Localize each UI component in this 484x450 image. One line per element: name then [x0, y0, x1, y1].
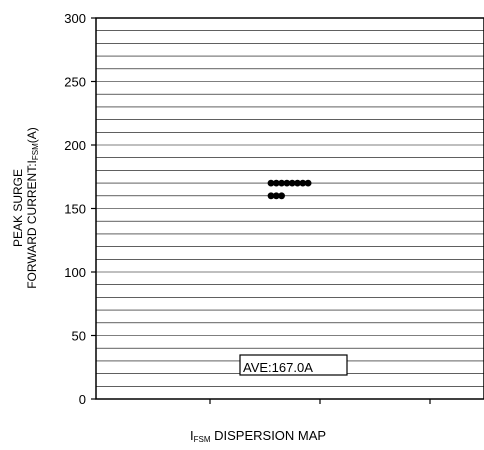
grid-lines: [96, 30, 484, 387]
plot-area-frame: [95, 17, 484, 400]
y-tick-label: 50: [72, 329, 86, 344]
data-point: [283, 179, 291, 187]
data-point: [267, 179, 275, 187]
data-point: [272, 179, 280, 187]
y-axis-label-line2: FORWARD CURRENT:IFSM(A): [25, 127, 40, 289]
data-point: [278, 192, 285, 200]
y-tick-label: 250: [64, 75, 86, 90]
y-tick-label: 0: [79, 392, 86, 407]
average-annotation-text: AVE:167.0A: [243, 360, 313, 375]
data-point: [299, 179, 307, 187]
x-axis-label-prefix: I: [190, 428, 194, 443]
data-points: [267, 179, 312, 200]
y-tick-label: 150: [64, 202, 86, 217]
y-axis-label: PEAK SURGE FORWARD CURRENT:IFSM(A): [11, 127, 40, 289]
y-tick-label: 200: [64, 138, 86, 153]
y-axis-ticks: 0 50 100 150 200 250 300: [64, 11, 96, 407]
x-axis-ticks: [209, 399, 431, 404]
y-tick-label: 100: [64, 265, 86, 280]
data-point: [267, 192, 275, 200]
x-axis-label-suffix: DISPERSION MAP: [210, 428, 327, 443]
average-annotation-box: [239, 354, 348, 376]
x-axis-label: IFSM DISPERSION MAP: [190, 428, 326, 444]
data-point: [272, 192, 280, 200]
data-point: [288, 179, 296, 187]
y-axis-label-line2-sub: FSM: [31, 143, 40, 160]
data-point: [278, 179, 285, 187]
data-point: [304, 179, 312, 187]
data-point: [294, 179, 301, 187]
y-axis-label-line1: PEAK SURGE: [11, 169, 25, 247]
y-axis-label-line2-prefix: FORWARD CURRENT:I: [25, 160, 39, 289]
y-axis-label-line2-suffix: (A): [25, 127, 39, 143]
y-tick-label: 300: [64, 11, 86, 26]
average-annotation: AVE:167.0A: [239, 354, 348, 376]
x-axis-label-sub: FSM: [193, 435, 211, 444]
